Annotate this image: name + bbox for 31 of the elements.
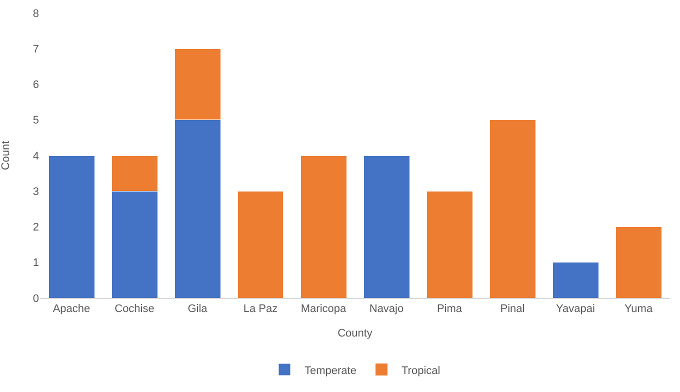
bar xyxy=(300,155,347,298)
legend-label: Tropical xyxy=(401,364,440,377)
bar xyxy=(489,120,536,298)
bar xyxy=(552,262,599,298)
y-tick-label: 0 xyxy=(32,292,39,305)
x-tick-label: Gila xyxy=(188,303,208,316)
x-tick-label: Cochise xyxy=(114,303,154,316)
x-tick-label: Navajo xyxy=(369,303,404,316)
x-tick-label: Maricopa xyxy=(300,303,347,316)
bar xyxy=(237,190,284,298)
y-tick-label: 3 xyxy=(32,186,39,198)
y-tick-label: 7 xyxy=(32,43,39,56)
x-tick-label: Pima xyxy=(436,303,463,316)
y-tick-label: 5 xyxy=(32,114,39,127)
y-tick-label: 6 xyxy=(32,79,39,92)
x-tick-label: Yavapai xyxy=(556,303,595,316)
y-axis-title: Count xyxy=(0,140,12,170)
legend-label: Temperate xyxy=(304,364,356,377)
bar xyxy=(363,155,410,298)
bar xyxy=(48,155,95,298)
bar xyxy=(615,226,662,298)
y-tick-label: 1 xyxy=(32,257,39,270)
y-tick-label: 4 xyxy=(32,150,39,162)
y-tick-label: 2 xyxy=(32,222,39,234)
x-tick-label: Apache xyxy=(52,303,90,316)
x-tick-label: Yuma xyxy=(624,303,654,316)
bar xyxy=(426,190,473,298)
x-tick-label: La Paz xyxy=(243,303,278,316)
x-axis-title: County xyxy=(338,327,373,340)
y-tick-label: 8 xyxy=(32,8,39,20)
x-tick-label: Pinal xyxy=(500,303,525,316)
